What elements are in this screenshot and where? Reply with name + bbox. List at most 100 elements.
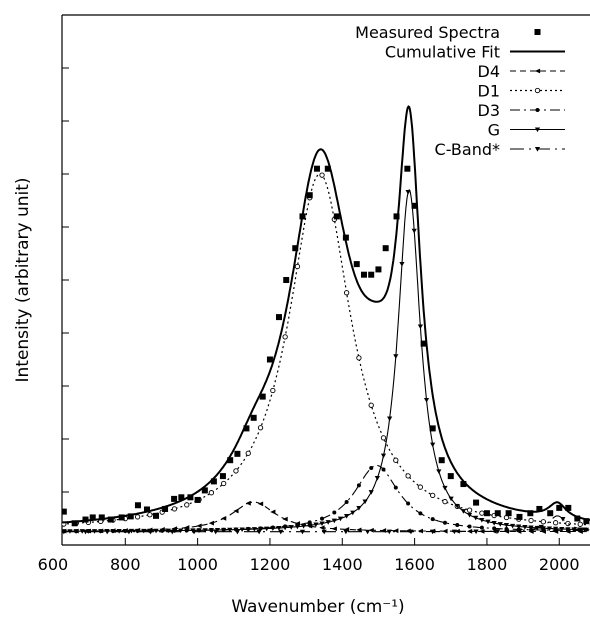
- data-point: [153, 512, 160, 519]
- data-point: [127, 513, 134, 520]
- marker-d3: [492, 526, 497, 531]
- legend-item-d4: D4: [478, 62, 565, 81]
- marker-d4: [442, 528, 448, 534]
- marker-g: [257, 526, 264, 532]
- data-point: [299, 213, 306, 220]
- y-ticks: [62, 14, 69, 493]
- marker-g: [141, 528, 147, 534]
- marker-g: [134, 528, 141, 534]
- data-point: [404, 165, 411, 172]
- marker-g: [405, 190, 411, 195]
- legend-item-c-band: C-Band*: [435, 140, 565, 159]
- marker-c-band: [82, 529, 89, 535]
- data-point: [118, 514, 125, 521]
- marker-d3: [406, 501, 411, 506]
- data-point: [368, 271, 375, 278]
- data-point: [447, 473, 454, 480]
- data-point: [201, 487, 208, 494]
- data-point: [360, 271, 367, 278]
- marker-g: [503, 523, 510, 528]
- data-point: [411, 202, 418, 209]
- marker-d1: [442, 498, 448, 505]
- marker-d4: [356, 527, 362, 533]
- legend-swatch-marker: [534, 87, 541, 94]
- marker-d1: [356, 355, 362, 361]
- marker-d4: [233, 508, 239, 514]
- data-point: [283, 277, 290, 283]
- marker-g: [245, 527, 251, 532]
- data-point: [574, 515, 581, 522]
- marker-d3: [479, 525, 484, 530]
- x-tick-label: 1200: [250, 555, 291, 574]
- data-point: [71, 520, 78, 527]
- marker-d3: [356, 483, 361, 488]
- data-point: [324, 165, 331, 172]
- marker-d3: [369, 466, 374, 471]
- data-point: [266, 356, 273, 363]
- marker-d3: [442, 520, 447, 525]
- marker-g: [516, 524, 522, 530]
- data-point: [250, 414, 257, 421]
- marker-c-band: [364, 529, 371, 535]
- marker-d3: [320, 516, 325, 521]
- marker-g: [399, 262, 405, 267]
- data-point: [382, 245, 389, 252]
- marker-c-band: [343, 529, 349, 535]
- marker-d4: [491, 528, 497, 534]
- data-point: [333, 213, 340, 220]
- legend-label: G: [488, 121, 500, 140]
- marker-d1: [479, 510, 485, 516]
- marker-d1: [294, 263, 301, 270]
- marker-d3: [344, 499, 349, 504]
- marker-d1: [233, 468, 239, 474]
- marker-g: [559, 527, 565, 532]
- data-point: [162, 505, 169, 512]
- marker-g: [178, 528, 184, 534]
- marker-g: [325, 520, 331, 525]
- marker-g: [522, 524, 528, 530]
- legend-label: D4: [478, 62, 501, 81]
- series-group: [62, 105, 590, 535]
- marker-g: [110, 529, 116, 534]
- legend-label: D3: [478, 101, 501, 120]
- marker-g: [276, 525, 282, 531]
- data-point: [306, 192, 313, 199]
- data-point: [187, 494, 194, 501]
- data-point: [178, 494, 185, 501]
- marker-g: [546, 526, 553, 532]
- marker-d1: [405, 473, 411, 479]
- marker-c-band: [516, 528, 523, 534]
- marker-g: [307, 523, 313, 528]
- data-point: [516, 513, 523, 520]
- data-point: [547, 510, 554, 517]
- data-point: [313, 165, 320, 172]
- marker-g: [344, 514, 350, 519]
- data-point: [259, 393, 266, 400]
- marker-g: [380, 453, 387, 459]
- marker-c-band: [451, 529, 457, 535]
- x-tick-label: 600: [38, 555, 69, 574]
- marker-g: [73, 529, 79, 534]
- marker-g: [294, 524, 301, 530]
- legend-item-d1: D1: [478, 82, 565, 101]
- marker-d3: [393, 485, 398, 490]
- marker-d4: [393, 528, 399, 534]
- marker-g: [239, 527, 245, 533]
- marker-c-band: [473, 529, 479, 535]
- marker-g: [479, 517, 485, 523]
- marker-c-band: [104, 529, 110, 535]
- data-point: [494, 510, 501, 517]
- marker-c-band: [408, 529, 414, 535]
- legend-label: C-Band*: [435, 140, 500, 159]
- data-point: [429, 425, 436, 432]
- data-point: [420, 340, 427, 347]
- marker-g: [331, 518, 337, 524]
- legend-swatch-marker: [534, 127, 541, 133]
- marker-g: [387, 416, 393, 422]
- marker-d3: [418, 511, 423, 516]
- marker-g: [460, 509, 467, 514]
- marker-g: [491, 521, 497, 526]
- marker-d4: [466, 528, 473, 534]
